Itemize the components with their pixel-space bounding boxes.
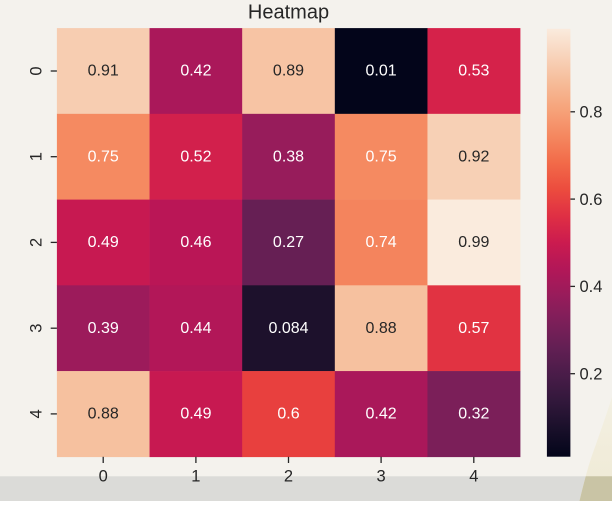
svg-text:0.99: 0.99 (458, 234, 489, 251)
svg-text:0.4: 0.4 (580, 278, 603, 296)
svg-text:0.88: 0.88 (366, 320, 397, 337)
svg-text:0: 0 (28, 66, 46, 75)
svg-text:0.75: 0.75 (366, 148, 397, 165)
svg-text:0.52: 0.52 (180, 148, 211, 165)
svg-text:0.39: 0.39 (88, 320, 119, 337)
svg-text:0.92: 0.92 (458, 148, 489, 165)
svg-text:4: 4 (469, 468, 478, 486)
svg-text:0.57: 0.57 (458, 320, 489, 337)
svg-text:0.44: 0.44 (180, 320, 211, 337)
svg-text:1: 1 (28, 152, 46, 161)
svg-text:0.46: 0.46 (180, 234, 211, 251)
svg-text:0.42: 0.42 (180, 63, 211, 80)
svg-text:0.01: 0.01 (366, 63, 397, 80)
svg-text:0.6: 0.6 (277, 406, 299, 423)
svg-text:0.74: 0.74 (366, 234, 397, 251)
svg-text:0: 0 (99, 468, 108, 486)
svg-text:0.2: 0.2 (580, 366, 603, 384)
svg-text:0.53: 0.53 (458, 63, 489, 80)
svg-text:0.8: 0.8 (580, 104, 603, 122)
svg-text:0.91: 0.91 (88, 63, 119, 80)
svg-text:0.49: 0.49 (88, 234, 119, 251)
svg-text:0.32: 0.32 (458, 406, 489, 423)
svg-text:0.88: 0.88 (88, 406, 119, 423)
svg-text:3: 3 (377, 468, 386, 486)
svg-text:2: 2 (284, 468, 293, 486)
svg-text:0.084: 0.084 (268, 320, 308, 337)
svg-text:0.89: 0.89 (273, 63, 304, 80)
svg-text:0.6: 0.6 (580, 191, 603, 209)
svg-text:0.42: 0.42 (366, 406, 397, 423)
svg-text:0.49: 0.49 (180, 406, 211, 423)
svg-text:3: 3 (28, 324, 46, 333)
svg-text:1: 1 (191, 468, 200, 486)
svg-text:0.38: 0.38 (273, 148, 304, 165)
svg-text:0.27: 0.27 (273, 234, 304, 251)
svg-text:Heatmap: Heatmap (248, 1, 329, 23)
svg-text:4: 4 (28, 409, 46, 418)
svg-text:2: 2 (28, 238, 46, 247)
svg-text:0.75: 0.75 (88, 148, 119, 165)
